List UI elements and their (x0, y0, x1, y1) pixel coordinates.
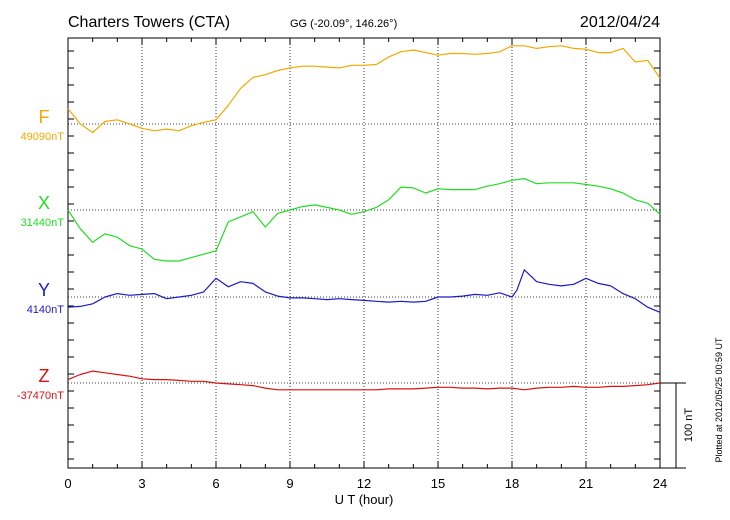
x-tick-label: 12 (357, 476, 371, 491)
x-tick-label: 0 (64, 476, 71, 491)
scale-bar: 100 nT (660, 382, 695, 469)
axis-ticks (67, 38, 661, 468)
series-labels: F 49090nT X 31440nT Y 4140nT Z -37470nT (17, 107, 64, 402)
series-name-y: Y (38, 280, 50, 300)
x-tick-label: 21 (579, 476, 593, 491)
series-baseline-x: 31440nT (21, 217, 65, 229)
x-tick-label: 15 (431, 476, 445, 491)
series-line-f (67, 45, 661, 134)
series-lines (67, 45, 661, 391)
plot-frame (67, 37, 661, 469)
series-name-z: Z (39, 366, 50, 386)
x-tick-label: 9 (286, 476, 293, 491)
series-name-x: X (38, 193, 50, 213)
series-line-z (67, 370, 661, 391)
x-tick-label: 6 (212, 476, 219, 491)
x-tick-label: 3 (138, 476, 145, 491)
x-axis-label: U T (hour) (335, 492, 394, 507)
grid-lines (68, 38, 660, 468)
series-baseline-f: 49090nT (21, 131, 65, 143)
series-baseline-z: -37470nT (17, 390, 64, 402)
x-tick-label: 18 (505, 476, 519, 491)
series-line-y (67, 269, 661, 313)
plot-footer: Plotted at 2012/05/25 00:59 UT (714, 337, 724, 463)
chart-subtitle: GG (-20.09°, 146.26°) (290, 18, 397, 30)
series-name-f: F (39, 107, 50, 127)
scale-bar-label: 100 nT (683, 408, 695, 443)
series-baseline-y: 4140nT (27, 304, 65, 316)
x-tick-label: 24 (653, 476, 667, 491)
series-line-x (67, 178, 661, 262)
x-tick-labels: 0 3 6 9 12 15 18 21 24 (64, 476, 667, 491)
chart-date: 2012/04/24 (580, 14, 660, 31)
chart-title: Charters Towers (CTA) (68, 14, 230, 31)
